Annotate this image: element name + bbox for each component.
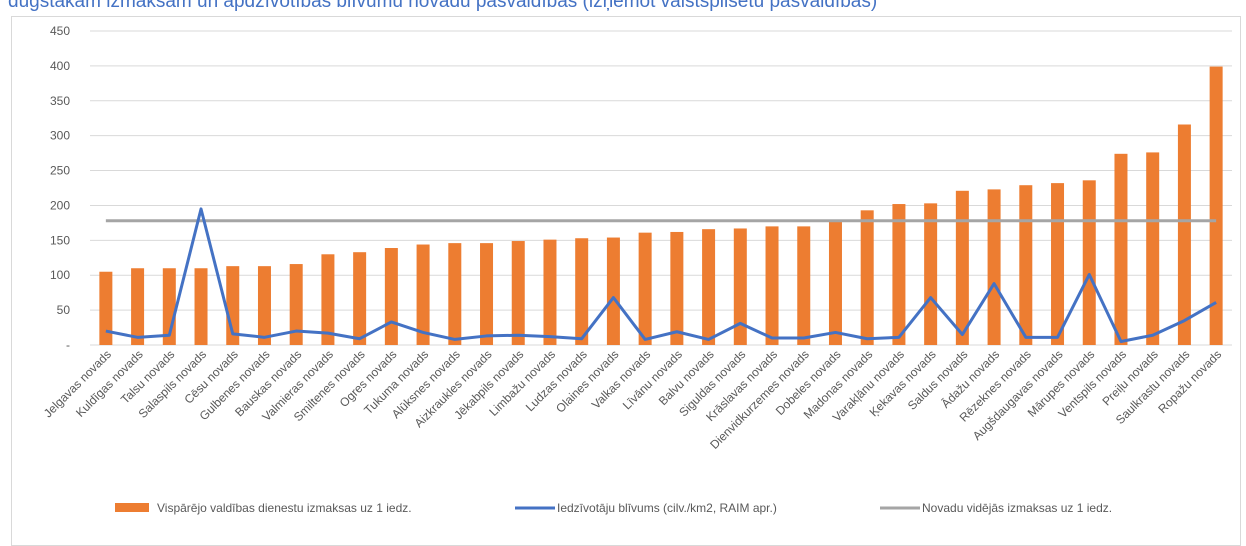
line-series [105, 207, 1217, 344]
bar [606, 237, 620, 345]
legend: Vispārējo valdības dienestu izmaksas uz … [115, 501, 1112, 515]
y-tick-label: 150 [50, 233, 70, 247]
bar [860, 210, 874, 345]
bar [1082, 180, 1096, 345]
bar [1177, 124, 1191, 345]
bar [1209, 66, 1223, 345]
bar [416, 244, 430, 345]
bar [828, 221, 842, 345]
bar [543, 239, 557, 345]
legend-label: Novadu vidējās izmaksas uz 1 iedz. [922, 501, 1112, 515]
bar [448, 243, 462, 345]
bar [480, 243, 494, 345]
y-tick-label: 450 [50, 24, 70, 38]
legend-swatch-bar [115, 503, 149, 512]
bar [1019, 185, 1033, 345]
legend-label: Iedzīvotāju blīvums (cilv./km2, RAIM apr… [557, 501, 777, 515]
bar [575, 238, 589, 345]
y-tick-label: 250 [50, 164, 70, 178]
y-tick-label: 100 [50, 268, 70, 282]
bar [765, 226, 779, 345]
y-tick-label: 200 [50, 198, 70, 212]
bar [702, 229, 716, 345]
chart-title: dugstākām izmaksām un apdzīvotības blīvu… [8, 0, 878, 12]
y-tick-label: 350 [50, 94, 70, 108]
gridlines [90, 30, 1232, 346]
bar [924, 203, 938, 345]
bar [733, 228, 747, 345]
bar [257, 266, 271, 345]
bar [194, 268, 208, 345]
bar-series [99, 66, 1223, 345]
bar [131, 268, 145, 345]
bar [1051, 183, 1065, 345]
density-line [105, 207, 1217, 344]
bar [892, 204, 906, 345]
y-tick-label: - [66, 338, 70, 352]
y-tick-label: 50 [57, 303, 71, 317]
y-tick-label: 300 [50, 129, 70, 143]
bar [321, 254, 335, 345]
bar [384, 248, 398, 345]
legend-label: Vispārējo valdības dienestu izmaksas uz … [157, 501, 412, 515]
bar [511, 241, 525, 345]
y-tick-label: 400 [50, 59, 70, 73]
y-axis-ticks: - 50 100 150 200 250 300 350 400 450 [50, 24, 70, 352]
bar [1114, 153, 1128, 345]
bar [955, 190, 969, 345]
bar [1146, 152, 1160, 345]
bar [670, 231, 684, 345]
bar [99, 271, 113, 345]
bar [797, 226, 811, 345]
bar [353, 252, 367, 345]
bar [289, 264, 303, 345]
bar [987, 189, 1001, 345]
bar [638, 232, 652, 345]
